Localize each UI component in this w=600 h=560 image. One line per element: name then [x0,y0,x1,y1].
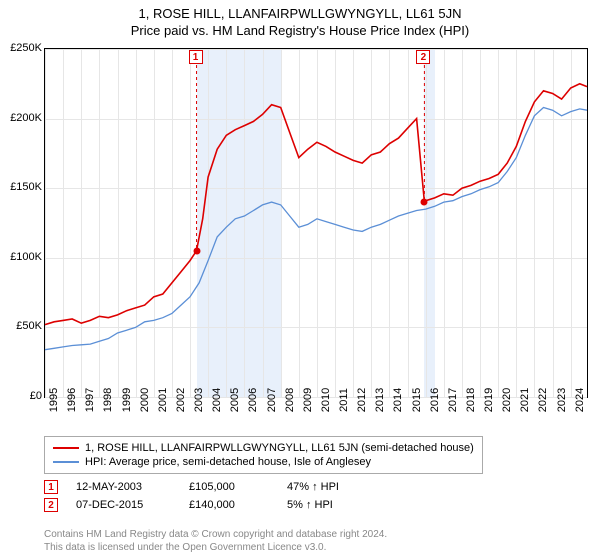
footer-line-2: This data is licensed under the Open Gov… [44,541,387,554]
event-marker-icon: 2 [44,498,58,512]
y-tick-label: £100K [10,251,42,263]
x-tick-label: 2011 [338,388,350,412]
x-tick-label: 1999 [121,388,133,412]
y-tick-label: £250K [10,42,42,54]
x-tick-label: 2021 [519,388,531,412]
y-tick-label: £0 [30,390,42,402]
legend: 1, ROSE HILL, LLANFAIRPWLLGWYNGYLL, LL61… [44,436,483,474]
chart-title: 1, ROSE HILL, LLANFAIRPWLLGWYNGYLL, LL61… [0,0,600,21]
legend-label: 1, ROSE HILL, LLANFAIRPWLLGWYNGYLL, LL61… [85,442,474,454]
legend-label: HPI: Average price, semi-detached house,… [85,456,371,468]
event-price: £105,000 [189,481,269,493]
x-tick-label: 2000 [139,388,151,412]
x-tick-label: 2020 [501,388,513,412]
x-tick-label: 1996 [66,388,78,412]
y-tick-label: £50K [16,320,42,332]
x-tick-label: 2006 [247,388,259,412]
x-tick-label: 2012 [356,388,368,412]
sale-marker-1: 1 [189,50,203,64]
event-marker-icon: 1 [44,480,58,494]
x-tick-label: 2013 [374,388,386,412]
x-tick-label: 2005 [229,388,241,412]
event-date: 12-MAY-2003 [76,481,171,493]
chart-subtitle: Price paid vs. HM Land Registry's House … [0,21,600,42]
sale-dot [193,247,200,254]
footer-attribution: Contains HM Land Registry data © Crown c… [44,528,387,554]
x-tick-label: 2023 [556,388,568,412]
sale-dot [421,199,428,206]
x-tick-label: 2022 [537,388,549,412]
sale-events-table: 1 12-MAY-2003 £105,000 47% ↑ HPI 2 07-DEC-201… [44,478,377,514]
event-hpi: 5% ↑ HPI [287,499,377,511]
event-hpi: 47% ↑ HPI [287,481,377,493]
legend-swatch [53,447,79,449]
x-tick-label: 2015 [411,388,423,412]
event-row: 1 12-MAY-2003 £105,000 47% ↑ HPI [44,478,377,496]
event-date: 07-DEC-2015 [76,499,171,511]
x-tick-label: 2016 [429,388,441,412]
x-tick-label: 2017 [447,388,459,412]
legend-row: 1, ROSE HILL, LLANFAIRPWLLGWYNGYLL, LL61… [53,441,474,455]
x-tick-label: 2001 [157,388,169,412]
y-tick-label: £200K [10,112,42,124]
x-tick-label: 2010 [320,388,332,412]
legend-row: HPI: Average price, semi-detached house,… [53,455,474,469]
y-tick-label: £150K [10,181,42,193]
x-tick-label: 2007 [266,388,278,412]
x-tick-label: 1998 [102,388,114,412]
plot-area [44,48,588,398]
x-tick-label: 1997 [84,388,96,412]
series-property [45,84,587,325]
x-tick-label: 2024 [574,388,586,412]
chart-container: 1, ROSE HILL, LLANFAIRPWLLGWYNGYLL, LL61… [0,0,600,560]
footer-line-1: Contains HM Land Registry data © Crown c… [44,528,387,541]
x-tick-label: 2018 [465,388,477,412]
event-row: 2 07-DEC-2015 £140,000 5% ↑ HPI [44,496,377,514]
sale-marker-2: 2 [416,50,430,64]
x-tick-label: 2008 [284,388,296,412]
x-tick-label: 2002 [175,388,187,412]
line-series [45,49,587,397]
x-tick-label: 2019 [483,388,495,412]
x-tick-label: 2014 [392,388,404,412]
event-price: £140,000 [189,499,269,511]
x-tick-label: 2003 [193,388,205,412]
legend-swatch [53,461,79,463]
x-tick-label: 1995 [48,388,60,412]
x-tick-label: 2004 [211,388,223,412]
x-tick-label: 2009 [302,388,314,412]
